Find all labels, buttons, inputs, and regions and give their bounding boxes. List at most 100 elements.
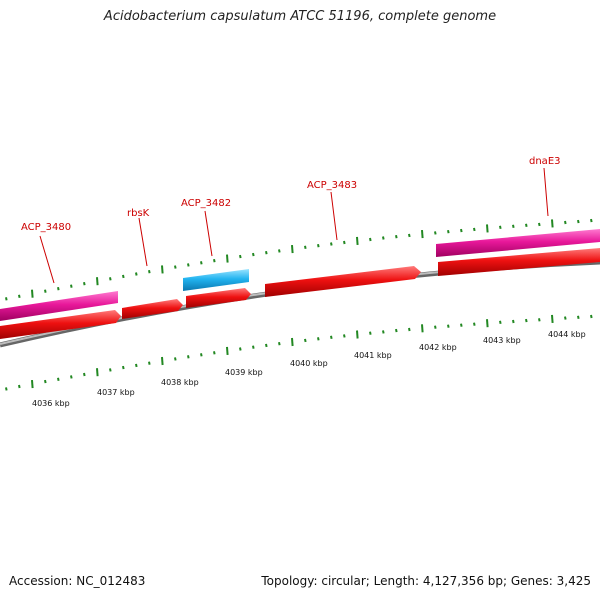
gene-label-acp-3480: ACP_3480 [21, 222, 71, 233]
minor-tick [135, 363, 138, 368]
axis-label-4042: 4042 kbp [419, 343, 457, 352]
axis-label-4044: 4044 kbp [548, 330, 586, 339]
major-tick [486, 224, 489, 233]
gene-red-3-bar[interactable] [186, 288, 251, 308]
gene-acp-3480-bar[interactable] [0, 291, 118, 321]
major-tick [31, 380, 34, 389]
gene-dnae3-bar[interactable] [436, 229, 600, 257]
minor-tick [590, 218, 593, 223]
major-tick [356, 236, 359, 245]
minor-tick [343, 240, 346, 245]
major-tick [551, 314, 554, 323]
minor-tick [460, 228, 463, 233]
leader-rbsk [138, 217, 148, 267]
gene-rbsk-bar[interactable] [122, 299, 183, 319]
major-tick [421, 324, 424, 333]
major-tick [226, 346, 229, 355]
minor-tick [122, 365, 125, 370]
gene-label-acp-3483: ACP_3483 [307, 180, 357, 191]
minor-tick [525, 223, 528, 227]
gene-red-right-bar[interactable] [438, 248, 600, 276]
minor-tick [148, 270, 151, 274]
minor-tick [239, 347, 242, 351]
minor-tick [200, 261, 203, 265]
minor-tick [499, 225, 502, 229]
minor-tick [577, 315, 580, 319]
minor-tick [57, 287, 60, 291]
minor-tick [174, 265, 177, 269]
minor-tick [135, 272, 138, 276]
gene-label-dnae3: dnaE3 [529, 156, 561, 167]
minor-tick [408, 327, 411, 332]
minor-tick [252, 345, 255, 349]
leader-acp-3480 [39, 235, 55, 284]
minor-tick [83, 372, 86, 377]
major-tick [421, 230, 424, 239]
major-tick [161, 265, 164, 274]
minor-tick [187, 355, 190, 359]
gene-acp-3483-bar[interactable] [265, 266, 421, 297]
minor-tick [473, 322, 476, 326]
minor-tick [109, 277, 112, 281]
minor-tick [525, 318, 528, 323]
major-tick [291, 337, 294, 347]
minor-tick [512, 224, 515, 228]
inner-tick-row [5, 314, 593, 391]
minor-tick [213, 351, 216, 355]
minor-tick [447, 324, 450, 328]
minor-tick [564, 220, 567, 225]
minor-tick [317, 244, 320, 248]
minor-tick [408, 233, 411, 238]
accession-text: Accession: NC_012483 [9, 574, 146, 588]
leader-dnae3 [543, 167, 549, 217]
minor-tick [369, 331, 372, 335]
gene-acp-3482-bar[interactable] [183, 269, 249, 291]
minor-tick [512, 319, 515, 324]
minor-tick [174, 357, 177, 361]
minor-tick [564, 316, 567, 320]
minor-tick [304, 338, 307, 343]
minor-tick [252, 252, 255, 257]
minor-tick [18, 384, 21, 389]
minor-tick [590, 314, 593, 319]
minor-tick [18, 294, 21, 298]
major-tick [486, 319, 489, 328]
minor-tick [577, 219, 580, 224]
minor-tick [304, 245, 307, 249]
minor-tick [330, 242, 333, 246]
axis-label-4037: 4037 kbp [97, 388, 135, 397]
minor-tick [265, 343, 268, 348]
major-tick [96, 368, 99, 377]
map-title: Acidobacterium capsulatum ATCC 51196, co… [103, 9, 497, 24]
leader-acp-3482 [204, 210, 213, 257]
outer-tick-row [5, 218, 593, 301]
major-tick [551, 219, 554, 228]
axis-label-4043: 4043 kbp [483, 336, 521, 345]
minor-tick [538, 318, 541, 322]
minor-tick [343, 334, 346, 338]
minor-tick [538, 222, 541, 227]
minor-tick [70, 375, 73, 379]
axis-label-4039: 4039 kbp [225, 368, 263, 377]
minor-tick [187, 263, 190, 267]
major-tick [356, 330, 359, 339]
minor-tick [369, 237, 372, 242]
minor-tick [148, 361, 151, 365]
minor-tick [278, 342, 281, 346]
minor-tick [460, 323, 463, 327]
minor-tick [122, 274, 125, 279]
axis-label-4036: 4036 kbp [32, 399, 70, 408]
genome-summary-text: Topology: circular; Length: 4,127,356 bp… [261, 574, 591, 588]
minor-tick [473, 227, 476, 232]
minor-tick [5, 297, 8, 301]
minor-tick [317, 337, 320, 341]
minor-tick [44, 379, 47, 384]
major-tick [31, 289, 34, 298]
minor-tick [395, 235, 398, 239]
axis-label-4041: 4041 kbp [354, 351, 392, 360]
minor-tick [57, 377, 60, 381]
minor-tick [382, 236, 385, 240]
minor-tick [44, 289, 47, 293]
gene-left-red-bar[interactable] [0, 310, 121, 339]
